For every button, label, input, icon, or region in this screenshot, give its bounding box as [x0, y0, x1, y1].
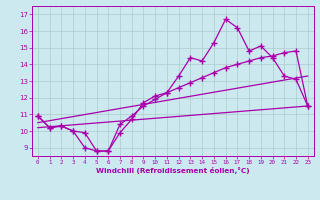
X-axis label: Windchill (Refroidissement éolien,°C): Windchill (Refroidissement éolien,°C) [96, 167, 250, 174]
